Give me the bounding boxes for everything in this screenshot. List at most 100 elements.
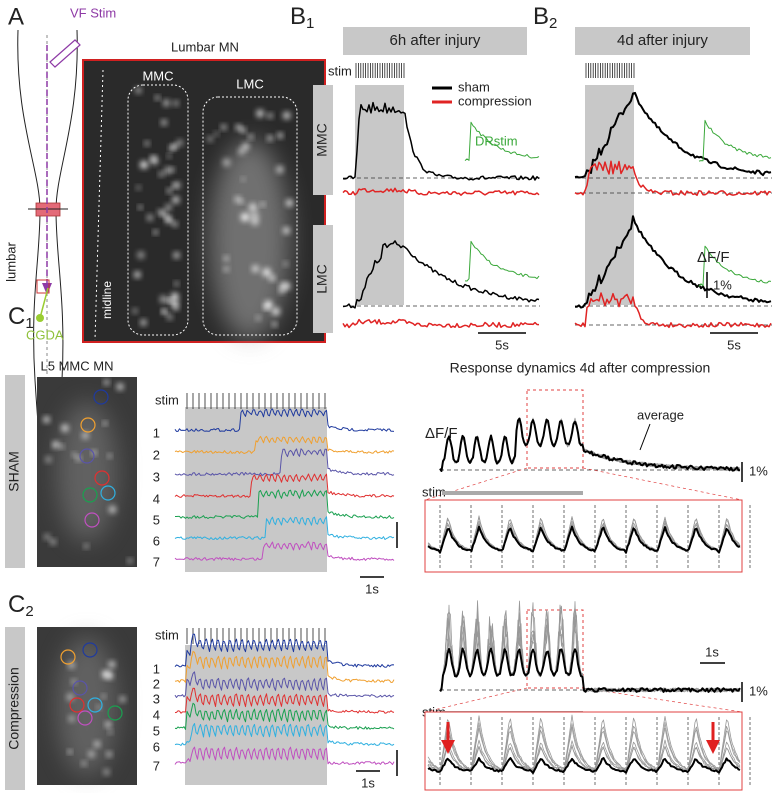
cell-spot <box>88 750 95 758</box>
cell-spot <box>262 305 268 310</box>
midline-label: midline <box>100 281 114 319</box>
cell-spot <box>96 705 101 710</box>
cell-spot <box>172 183 178 189</box>
cell-spot <box>173 100 179 106</box>
cell-trace <box>174 448 395 476</box>
zoom-window <box>526 609 584 689</box>
stim-shade <box>585 85 634 305</box>
cell-spot <box>241 177 246 182</box>
cell-trace <box>174 687 395 714</box>
cell-number: 6 <box>153 533 160 548</box>
cell-spot <box>84 543 89 549</box>
cell-spot <box>132 308 138 314</box>
cell-spot <box>282 227 290 234</box>
arrow-head <box>441 740 455 754</box>
cell-spot <box>279 282 287 290</box>
dff-label: ΔF/F <box>697 249 730 266</box>
individual-trace <box>439 612 741 693</box>
dye-site <box>36 314 44 322</box>
cell-number: 7 <box>153 554 160 569</box>
panel-letter: C <box>8 591 25 618</box>
cell-spot <box>164 204 172 211</box>
cell-spot <box>251 265 260 273</box>
region-outline <box>202 96 298 336</box>
condition-box <box>343 27 527 55</box>
cell-spot <box>277 132 283 139</box>
sham-trace <box>342 101 540 181</box>
cell-roi <box>69 697 85 713</box>
cell-spot <box>255 315 261 321</box>
cell-spot <box>165 216 173 224</box>
cell-spot <box>101 694 106 699</box>
condition-label: Compression <box>6 667 22 749</box>
amplitude-scale-label: 1% <box>749 463 768 478</box>
cell-spot <box>81 431 89 440</box>
cell-spot <box>144 141 150 146</box>
panel-subscript: 1 <box>306 15 314 32</box>
cell-spot <box>235 124 242 131</box>
panel-label: A <box>8 3 24 30</box>
dff-label: ΔF/F <box>425 425 458 442</box>
cell-trace <box>174 633 395 668</box>
cell-trace <box>174 541 395 561</box>
average-trace <box>439 417 741 472</box>
cell-spot <box>214 131 219 137</box>
sham-trace <box>342 240 540 309</box>
compression-trace <box>574 160 772 197</box>
imaging-field <box>36 279 50 294</box>
dr-stim-trace <box>698 119 772 162</box>
cell-spot <box>166 314 173 320</box>
compression-trace <box>342 187 540 196</box>
cell-spot <box>207 136 214 142</box>
cell-spot <box>174 281 179 287</box>
average-trace <box>427 525 741 554</box>
dr-stim-trace <box>464 121 540 161</box>
condition-box <box>575 27 750 55</box>
cell-number: 2 <box>153 447 160 462</box>
individual-trace <box>427 722 741 773</box>
cell-spot <box>105 721 112 728</box>
dr-stim-trace <box>464 240 540 282</box>
dynamics-title: Response dynamics 4d after compression <box>450 360 711 376</box>
cell-spot <box>170 167 175 173</box>
stim-bar <box>442 491 583 495</box>
cell-spot <box>135 87 142 94</box>
time-scale-label: 5s <box>727 337 741 352</box>
cell-spot <box>103 769 110 776</box>
cell-spot <box>279 288 285 294</box>
cell-spot <box>242 142 250 151</box>
cell-spot <box>52 441 60 449</box>
cell-spot <box>248 134 254 140</box>
cell-number: 6 <box>153 739 160 754</box>
cell-number: 5 <box>153 512 160 527</box>
stim-label: stim <box>328 63 352 78</box>
time-scale-label: 5s <box>495 337 509 352</box>
individual-trace <box>439 604 741 693</box>
cell-spot <box>167 154 172 159</box>
row-label-box <box>313 225 333 333</box>
cell-spot <box>222 158 231 167</box>
row-label: MMC <box>314 123 330 156</box>
cell-roi <box>100 485 116 501</box>
cell-spot <box>61 424 69 432</box>
individual-trace <box>439 418 741 472</box>
cell-spot <box>139 160 148 169</box>
cell-spot <box>170 292 179 301</box>
cell-spot <box>269 274 276 282</box>
cell-spot <box>173 251 180 259</box>
image-glow <box>57 402 117 542</box>
zoom-window <box>526 389 584 469</box>
individual-trace <box>439 600 741 693</box>
dr-stim-trace <box>698 245 772 287</box>
cell-spot <box>101 670 110 678</box>
cell-roi <box>82 487 98 503</box>
region-label: LMC <box>236 76 263 91</box>
vf-stim-label: VF Stim <box>70 5 116 20</box>
amplitude-scale-label: 1% <box>713 277 732 292</box>
panel-label: B1 <box>290 3 314 32</box>
cell-spot <box>108 505 117 514</box>
cell-spot <box>108 661 116 668</box>
cell-trace <box>174 473 395 498</box>
